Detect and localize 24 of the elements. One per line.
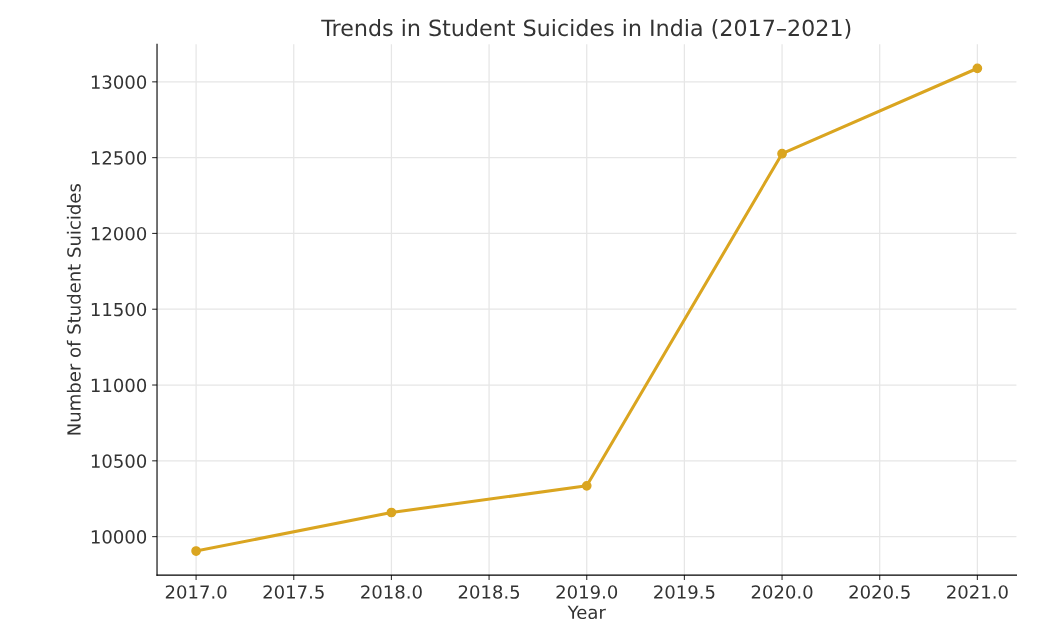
y-tick-label: 12000 (91, 226, 147, 241)
x-tick-label: 2019.0 (556, 585, 618, 599)
y-tick-label: 11000 (91, 378, 147, 393)
x-tick-label: 2018.0 (361, 585, 422, 599)
y-axis-title: Number of Student Suicides (66, 184, 81, 435)
x-tick-label: 2021.0 (947, 585, 1008, 599)
point (191, 546, 201, 556)
point (386, 507, 397, 518)
y-tick-label: 13000 (91, 75, 147, 89)
y-tick-label: 10500 (91, 454, 147, 468)
y-tick-label: 10000 (91, 530, 147, 544)
y-tick-label: 11500 (91, 302, 147, 317)
x-tick-label: 2020.5 (849, 585, 910, 599)
point (972, 63, 983, 74)
point (777, 148, 787, 159)
chart-title: Trends in Student Suicides in India (2017–2021) (321, 19, 851, 39)
x-tick-label: 2020.0 (751, 585, 813, 599)
x-tick-label: 2017.0 (165, 585, 227, 599)
x-axis-title: Year (567, 605, 606, 620)
x-tick-label: 2019.5 (654, 585, 715, 599)
y-tick-label: 12500 (91, 151, 147, 165)
x-tick-label: 2017.5 (263, 585, 324, 599)
point (581, 480, 592, 491)
x-tick-label: 2018.5 (458, 585, 520, 599)
